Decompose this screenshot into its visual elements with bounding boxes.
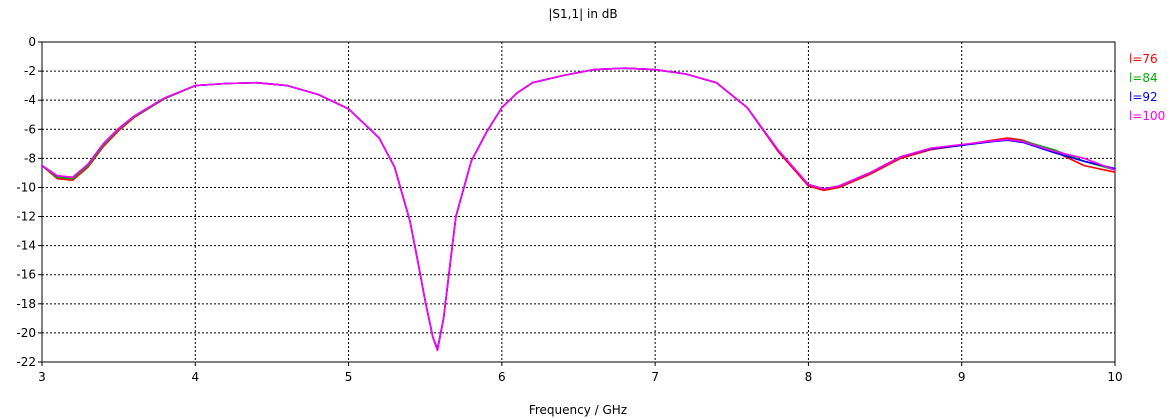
y-tick-label: -14 <box>16 239 36 253</box>
y-tick-label: -16 <box>16 268 36 282</box>
y-tick-label: -20 <box>16 326 36 340</box>
series-group <box>41 67 1116 352</box>
chart-title: |S1,1| in dB <box>548 7 617 21</box>
legend-entry: l=92 <box>1129 90 1158 104</box>
plot-frame <box>41 41 1116 363</box>
x-tick-label: 5 <box>345 370 353 384</box>
legend-entry: l=76 <box>1129 52 1158 66</box>
y-tick-label: -6 <box>24 122 36 136</box>
x-tick-label: 4 <box>191 370 199 384</box>
x-tick-label: 9 <box>958 370 966 384</box>
series-line-l=100 <box>41 67 1116 352</box>
y-tick-label: -4 <box>24 93 36 107</box>
x-tick-label: 7 <box>651 370 659 384</box>
x-tick-label: 8 <box>805 370 813 384</box>
x-axis-ticks: 3 4 5 6 7 8 9 10 <box>38 362 1123 384</box>
x-axis-label: Frequency / GHz <box>529 403 627 417</box>
y-tick-label: 0 <box>28 35 36 49</box>
x-tick-label: 10 <box>1107 370 1122 384</box>
x-tick-label: 6 <box>498 370 506 384</box>
y-tick-label: -12 <box>16 210 36 224</box>
y-axis-ticks: 0 -2 -4 -6 -8 -10 -12 -14 -16 -18 -20 -22 <box>16 35 42 369</box>
y-tick-label: -22 <box>16 355 36 369</box>
y-tick-label: -8 <box>24 151 36 165</box>
legend: l=76 l=84 l=92 l=100 <box>1129 52 1165 123</box>
legend-entry: l=100 <box>1129 109 1165 123</box>
y-tick-label: -18 <box>16 297 36 311</box>
y-tick-label: -10 <box>16 180 36 194</box>
grid-lines <box>42 42 1115 362</box>
legend-entry: l=84 <box>1129 71 1158 85</box>
y-tick-label: -2 <box>24 64 36 78</box>
x-tick-label: 3 <box>38 370 46 384</box>
